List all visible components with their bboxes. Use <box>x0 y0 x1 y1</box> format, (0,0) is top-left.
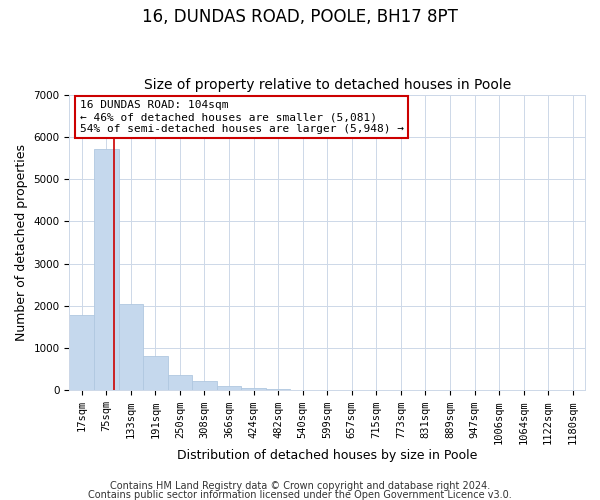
Text: Contains public sector information licensed under the Open Government Licence v3: Contains public sector information licen… <box>88 490 512 500</box>
Bar <box>217 386 241 390</box>
Text: 16 DUNDAS ROAD: 104sqm
← 46% of detached houses are smaller (5,081)
54% of semi-: 16 DUNDAS ROAD: 104sqm ← 46% of detached… <box>80 100 404 134</box>
Text: Contains HM Land Registry data © Crown copyright and database right 2024.: Contains HM Land Registry data © Crown c… <box>110 481 490 491</box>
Bar <box>70 315 94 390</box>
Bar <box>119 304 143 390</box>
Bar <box>266 389 290 390</box>
Bar <box>241 388 266 390</box>
Y-axis label: Number of detached properties: Number of detached properties <box>15 144 28 341</box>
Bar <box>192 381 217 390</box>
Title: Size of property relative to detached houses in Poole: Size of property relative to detached ho… <box>143 78 511 92</box>
X-axis label: Distribution of detached houses by size in Poole: Distribution of detached houses by size … <box>177 450 478 462</box>
Bar <box>143 356 167 390</box>
Bar <box>167 376 192 390</box>
Text: 16, DUNDAS ROAD, POOLE, BH17 8PT: 16, DUNDAS ROAD, POOLE, BH17 8PT <box>142 8 458 26</box>
Bar <box>94 148 119 390</box>
